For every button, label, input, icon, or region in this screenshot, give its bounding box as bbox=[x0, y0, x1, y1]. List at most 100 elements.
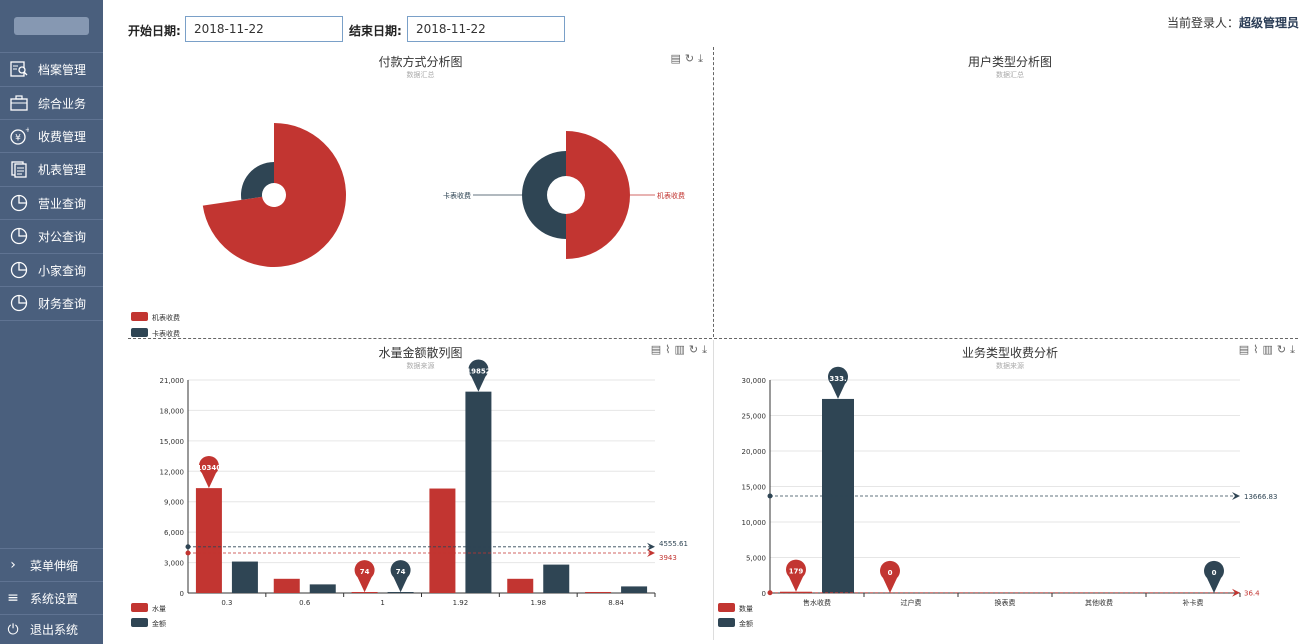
line-switch-icon[interactable]: ⌇ bbox=[1253, 343, 1263, 356]
pie-chart-icon bbox=[8, 293, 30, 313]
logout-button[interactable]: ⏻ 退出系统 bbox=[0, 614, 103, 644]
sidebar-item-label: 小家查询 bbox=[38, 263, 87, 278]
chart-title: 用户类型分析图 bbox=[967, 55, 1052, 69]
markpoint-pin bbox=[1204, 560, 1224, 593]
sidebar-item-sales-query[interactable]: 营业查询 bbox=[0, 186, 103, 219]
payment-method-chart: 付款方式分析图 数据汇总 ▤↻⤓ 卡表收费 机表收费 机表收费 卡表收费 bbox=[128, 47, 713, 337]
legend-label: 金额 bbox=[739, 619, 753, 628]
markpoint-pin bbox=[786, 559, 806, 592]
download-icon[interactable]: ⤓ bbox=[702, 343, 711, 356]
bar-switch-icon[interactable]: ▥ bbox=[674, 343, 689, 356]
download-icon[interactable]: ⤓ bbox=[698, 52, 707, 65]
markline-arrow bbox=[1232, 491, 1240, 500]
bar bbox=[585, 591, 612, 593]
chart-subtitle: 数据汇总 bbox=[406, 71, 435, 79]
svg-text:¥: ¥ bbox=[15, 134, 21, 144]
archive-search-icon bbox=[8, 59, 30, 79]
end-date-label: 结束日期: bbox=[349, 24, 402, 38]
x-tick-label: 0.6 bbox=[299, 599, 311, 607]
sidebar-item-meter[interactable]: 机表管理 bbox=[0, 152, 103, 185]
sidebar-item-charge[interactable]: ¥ + 收费管理 bbox=[0, 119, 103, 152]
x-tick-label: 售水收费 bbox=[803, 598, 831, 607]
menu-lines-icon: ≡ bbox=[7, 590, 19, 606]
restore-icon[interactable]: ↻ bbox=[688, 343, 703, 356]
sidebar-item-finance-query[interactable]: 财务查询 bbox=[0, 286, 103, 319]
legend-swatch bbox=[131, 328, 148, 337]
y-tick-label: 6,000 bbox=[164, 529, 184, 537]
markpoint-label: 0 bbox=[1212, 569, 1217, 577]
filter-bar: 开始日期: 结束日期: 当前登录人：超级管理员 bbox=[103, 0, 1305, 46]
sidebar-item-public-query[interactable]: 对公查询 bbox=[0, 219, 103, 252]
x-tick-label: 8.84 bbox=[608, 599, 624, 607]
legend-label: 卡表收费 bbox=[152, 329, 180, 337]
bar bbox=[465, 391, 492, 593]
sidebar-item-label: 对公查询 bbox=[38, 229, 87, 244]
restore-icon[interactable]: ↻ bbox=[684, 52, 699, 65]
bar bbox=[507, 578, 534, 593]
y-tick-label: 20,000 bbox=[742, 448, 767, 456]
legend-swatch bbox=[131, 312, 148, 321]
sidebar: 档案管理 综合业务 ¥ + 收费管理 机表管理 营业查询 对公查询 小家查询 财务… bbox=[0, 0, 103, 644]
end-date-input[interactable] bbox=[407, 16, 565, 42]
y-tick-label: 0 bbox=[762, 590, 766, 598]
markpoint-label: 179 bbox=[789, 568, 804, 576]
download-icon[interactable]: ⤓ bbox=[1290, 343, 1299, 356]
yen-coin-icon: ¥ + bbox=[8, 126, 30, 146]
sidebar-item-business[interactable]: 综合业务 bbox=[0, 86, 103, 119]
x-tick-label: 1.98 bbox=[530, 599, 546, 607]
system-settings-button[interactable]: ≡ 系统设置 bbox=[0, 581, 103, 614]
x-tick-label: 过户费 bbox=[901, 598, 922, 607]
x-tick-label: 补卡费 bbox=[1183, 598, 1204, 607]
markline-arrow bbox=[647, 542, 655, 551]
bar bbox=[429, 488, 456, 593]
power-icon: ⏻ bbox=[7, 621, 19, 638]
chart-title: 业务类型收费分析 bbox=[961, 346, 1058, 360]
restore-icon[interactable]: ↻ bbox=[1276, 343, 1291, 356]
data-view-icon[interactable]: ▤ bbox=[1238, 343, 1254, 356]
chart-toolbox: ▤⌇▥↻⤓ bbox=[1239, 343, 1299, 357]
x-tick-label: 1 bbox=[380, 599, 384, 607]
markpoint-pin bbox=[468, 359, 489, 392]
bar-switch-icon[interactable]: ▥ bbox=[1262, 343, 1277, 356]
chart-subtitle: 数据来源 bbox=[996, 362, 1024, 370]
current-user-label: 当前登录人： bbox=[1166, 16, 1239, 30]
pie-slice-label: 机表收费 bbox=[657, 191, 685, 200]
y-tick-label: 18,000 bbox=[160, 407, 185, 415]
line-switch-icon[interactable]: ⌇ bbox=[665, 343, 675, 356]
legend-swatch bbox=[131, 603, 148, 612]
start-date-input[interactable] bbox=[185, 16, 343, 42]
markpoint-label: 74 bbox=[396, 568, 406, 576]
water-amount-chart: 水量金额散列图 数据来源 ▤⌇▥↻⤓ 0 3,000 6,000 9,000 12,00… bbox=[128, 340, 713, 644]
sidebar-item-household-query[interactable]: 小家查询 bbox=[0, 253, 103, 286]
y-tick-label: 12,000 bbox=[160, 468, 185, 476]
briefcase-icon bbox=[8, 93, 30, 113]
sidebar-item-archive[interactable]: 档案管理 bbox=[0, 52, 103, 85]
chart-title: 水量金额散列图 bbox=[378, 346, 463, 360]
markpoint-label: 10340 bbox=[197, 464, 221, 472]
legend-label: 水量 bbox=[152, 604, 166, 613]
bar bbox=[231, 561, 258, 593]
chevron-right-icon: › bbox=[10, 557, 16, 573]
data-view-icon[interactable]: ▤ bbox=[650, 343, 666, 356]
pie-slice bbox=[522, 151, 566, 239]
sidebar-item-label: 营业查询 bbox=[38, 196, 87, 211]
markpoint-pin bbox=[390, 560, 411, 593]
legend-label: 机表收费 bbox=[152, 313, 180, 322]
markline-label: 3943 bbox=[659, 554, 677, 562]
bar bbox=[273, 578, 300, 593]
data-view-icon[interactable]: ▤ bbox=[670, 52, 685, 65]
legend-swatch bbox=[718, 603, 735, 612]
legend-swatch bbox=[131, 618, 148, 627]
bar bbox=[309, 584, 336, 593]
business-type-chart: 业务类型收费分析 数据来源 ▤⌇▥↻⤓ 0 5,000 10,000 15,000 20… bbox=[715, 340, 1305, 644]
sidebar-item-label: 收费管理 bbox=[38, 129, 87, 144]
chart-title: 付款方式分析图 bbox=[378, 55, 463, 69]
bar bbox=[387, 592, 414, 593]
markpoint-pin bbox=[354, 560, 375, 593]
menu-collapse-button[interactable]: › 菜单伸缩 bbox=[0, 548, 103, 581]
pie-slice bbox=[241, 162, 274, 200]
svg-text:+: + bbox=[25, 126, 29, 134]
chart-toolbox: ▤↻⤓ bbox=[671, 52, 708, 66]
markpoint-pin bbox=[198, 455, 219, 489]
